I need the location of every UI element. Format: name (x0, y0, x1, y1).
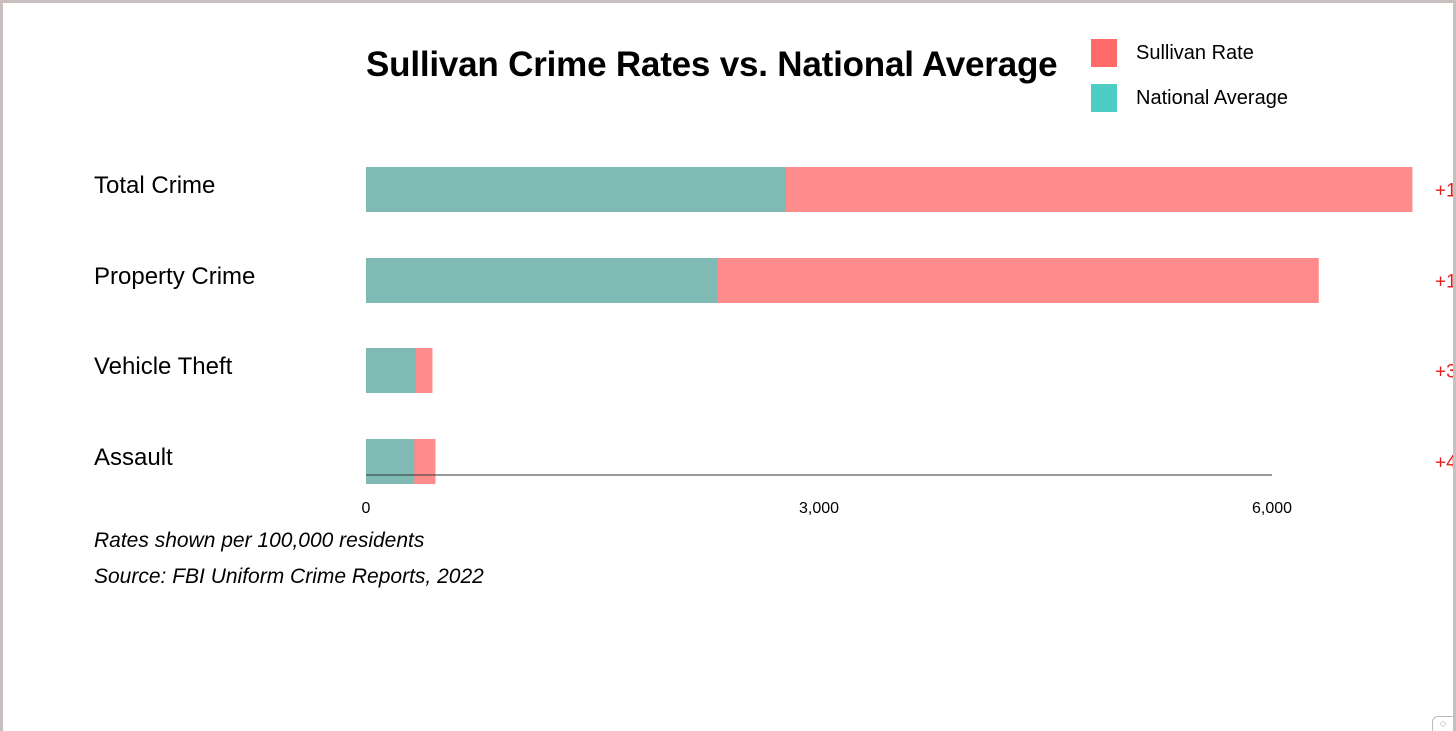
resize-handle-icon[interactable]: ◌ (1432, 716, 1453, 731)
x-tick-label-3000: 3,000 (799, 500, 839, 517)
category-label-total-crime: Total Crime (94, 172, 216, 199)
diff-label-assault: +4 (1435, 453, 1453, 474)
legend-swatch-sullivan (1091, 39, 1117, 67)
diff-label-property-crime: +1 (1435, 272, 1453, 293)
category-label-vehicle-theft: Vehicle Theft (94, 353, 233, 380)
bar-national-vehicle-theft (366, 348, 416, 393)
legend-label-national: National Average (1136, 87, 1288, 109)
x-tick-label-0: 0 (362, 500, 371, 517)
bar-national-property-crime (366, 258, 718, 303)
footnote-rates: Rates shown per 100,000 residents (94, 529, 425, 552)
bar-national-assault (366, 439, 415, 484)
legend-swatch-national (1091, 84, 1117, 112)
x-tick-label-6000: 6,000 (1252, 500, 1292, 517)
legend-label-sullivan: Sullivan Rate (1136, 42, 1254, 64)
chart-frame: Sullivan Crime Rates vs. National Averag… (3, 3, 1453, 731)
diff-label-vehicle-theft: +3 (1435, 362, 1453, 383)
chart-title: Sullivan Crime Rates vs. National Averag… (366, 45, 1058, 84)
diff-label-total-crime: +1 (1435, 181, 1453, 202)
footnote-source: Source: FBI Uniform Crime Reports, 2022 (94, 565, 484, 588)
category-label-assault: Assault (94, 444, 173, 471)
bar-national-total-crime (366, 167, 786, 212)
chart-plot-area: +1 +1 +3 +4 0 3,000 6,000 (362, 167, 1453, 517)
category-label-property-crime: Property Crime (94, 263, 256, 290)
